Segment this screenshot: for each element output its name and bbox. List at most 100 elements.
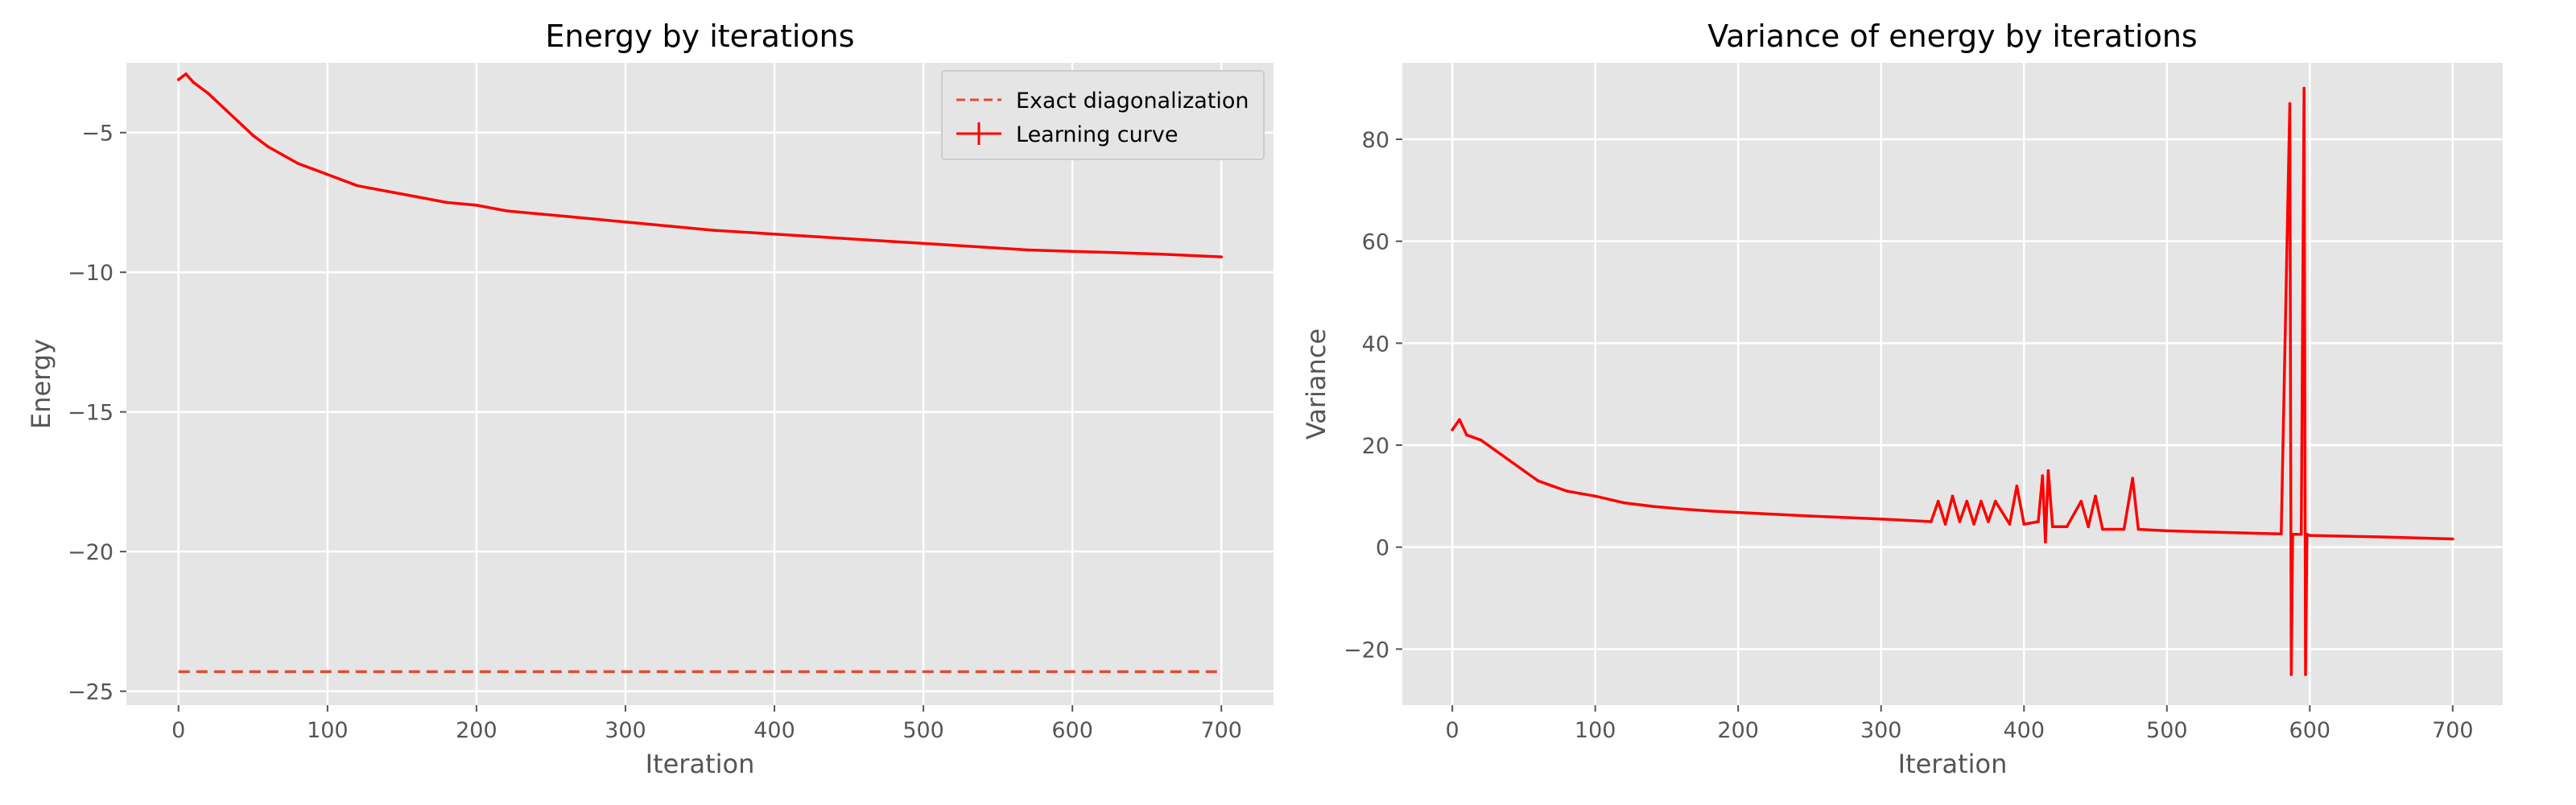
energy-legend: Exact diagonalization Learning curve [941,70,1265,160]
data-point [847,237,851,241]
y-tick-label: −5 [81,122,114,147]
data-point [475,204,478,207]
data-point [564,215,568,218]
data-point [251,134,255,138]
x-tick-label: 500 [902,718,944,743]
data-point [1493,448,1497,452]
x-tick-label: 200 [456,718,497,743]
data-point [2280,532,2283,535]
x-tick-label: 100 [1575,718,1616,743]
variance-plot-area [1402,63,2503,705]
data-point [2065,525,2069,529]
legend-box [941,70,1265,160]
energy-gridlines [126,63,1274,705]
x-tick-label: 600 [1051,718,1093,743]
data-point [1160,252,1164,256]
y-tick-label: 60 [1362,230,1389,255]
data-point [1220,255,1224,258]
data-point [1508,459,1511,462]
data-point [2037,520,2040,523]
data-point [2050,525,2054,529]
data-point [803,234,806,237]
data-point [1565,489,1568,493]
data-point [236,120,240,123]
x-tick-label: 400 [753,718,795,743]
data-point [1522,469,1525,473]
data-point [2288,101,2292,105]
x-tick-label: 300 [1860,718,1902,743]
y-tick-label: 20 [1362,434,1389,459]
data-point [1479,438,1483,442]
x-tick-label: 200 [1717,718,1759,743]
energy-x-axis-label: Iteration [646,749,755,779]
variance-y-axis-label: Variance [1301,328,1331,440]
data-point [2101,527,2104,531]
energy-y-axis-label: Energy [26,339,56,429]
energy-chart-title: Energy by iterations [545,19,854,54]
data-point [1936,499,1940,503]
data-point [1458,418,1461,422]
data-point [1026,248,1030,252]
x-tick-label: 0 [1446,718,1459,743]
data-point [2046,469,2050,473]
data-point [668,225,672,228]
data-point [2107,527,2112,531]
data-point [2304,673,2307,676]
data-point [2289,673,2293,676]
data-point [2165,529,2169,533]
data-point [1943,522,1947,526]
data-point [2302,86,2306,90]
data-point [1071,250,1074,253]
data-point [1958,520,1962,523]
data-point [221,105,225,109]
data-point [2291,533,2294,536]
series-variance-line [1451,86,2453,676]
variance-gridlines [1402,63,2503,705]
data-point [311,167,315,171]
y-tick-label: 80 [1362,128,1389,153]
data-point [535,212,538,216]
data-point [386,189,389,193]
data-point [1965,499,1969,503]
y-tick-label: −15 [68,401,114,426]
energy-chart: 0 100 200 300 400 500 600 700 −25 −20 −15 −10 −5 Ene… [26,19,1274,779]
data-point [1930,520,1933,523]
data-point [266,145,270,148]
data-point [326,172,329,176]
data-point [1650,505,1654,508]
data-point [1808,514,1811,518]
data-point [1579,492,1583,495]
data-point [2008,522,2012,526]
data-point [281,153,285,157]
data-point [1593,494,1597,498]
data-point [2094,494,2097,498]
data-point [2015,484,2019,488]
data-point [2293,533,2297,536]
data-point [1979,499,1983,503]
data-point [2022,522,2026,526]
y-tick-label: 40 [1362,332,1389,357]
data-point [1972,522,1975,526]
data-point [1879,518,1883,521]
data-point [1707,509,1711,513]
data-point [2136,527,2140,531]
data-point [2299,533,2303,536]
data-point [1451,428,1454,431]
x-tick-label: 100 [307,718,349,743]
data-point [892,240,895,243]
data-point [1622,501,1625,505]
variance-chart-title: Variance of energy by iterations [1707,19,2197,54]
data-point [2041,474,2045,477]
data-point [936,242,940,246]
data-point [1550,484,1554,488]
data-point [758,231,762,235]
legend-learning-curve-label: Learning curve [1016,122,1178,147]
data-point [1465,433,1468,437]
data-point [1536,479,1540,483]
data-point [594,217,597,221]
data-point [2308,534,2312,537]
data-point [1115,251,1119,254]
data-point [505,209,508,213]
data-point [2380,535,2383,539]
